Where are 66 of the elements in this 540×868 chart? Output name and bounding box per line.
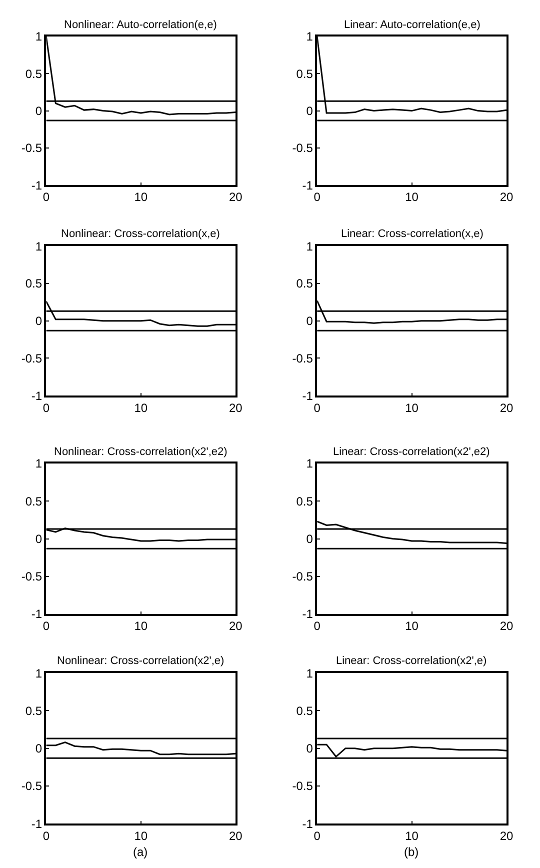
y-tick-label: 1 (306, 456, 314, 471)
x-tick-label: 20 (228, 619, 243, 634)
chart-title: Nonlinear: Cross-correlation(x,e) (61, 228, 220, 240)
y-tick-label: 1 (306, 30, 314, 44)
y-tick-label: -1 (31, 607, 42, 622)
y-tick-label: -1 (31, 816, 42, 831)
y-tick-label: -0.5 (21, 779, 42, 794)
y-tick-label: 0.5 (296, 704, 314, 718)
text: (b) (404, 845, 419, 859)
chart-title: Nonlinear: Cross-correlation(x2',e) (57, 655, 224, 667)
y-tick-label: 0 (306, 532, 314, 546)
y-tick-label: 0.5 (25, 704, 42, 718)
x-tick-label: 20 (500, 828, 514, 843)
y-tick-label: 1 (306, 239, 314, 254)
chart-title: Linear: Cross-correlation(x2',e) (336, 655, 487, 667)
chart-title: Nonlinear: Cross-correlation(x2',e2) (54, 446, 228, 458)
y-tick-label: 0.5 (296, 276, 314, 291)
y-tick-label: 0.5 (296, 66, 314, 81)
y-tick-label: 0 (306, 742, 314, 756)
x-tick-label: 20 (228, 828, 243, 843)
y-tick-label: 0 (35, 104, 42, 118)
y-tick-label: 0 (35, 742, 42, 756)
chart-title: Nonlinear: Auto-correlation(e,e) (64, 19, 217, 31)
y-tick-label: 0 (306, 314, 314, 328)
y-tick-label: -0.5 (292, 570, 314, 584)
y-tick-label: 0.5 (296, 494, 314, 508)
y-tick-label: 0 (35, 532, 42, 546)
y-tick-label: 0.5 (25, 494, 42, 508)
x-tick-label: 10 (134, 619, 148, 634)
x-tick-label: 10 (134, 190, 148, 204)
y-tick-label: 1 (35, 666, 42, 680)
x-tick-label: 20 (500, 400, 514, 415)
y-tick-label: 0 (35, 314, 42, 328)
y-tick-label: -0.5 (292, 141, 314, 156)
x-tick-label: 10 (405, 619, 419, 634)
x-tick-label: 10 (405, 400, 419, 415)
x-tick-label: 20 (228, 400, 243, 415)
chart-title: Linear: Cross-correlation(x2',e2) (333, 446, 490, 458)
y-tick-label: -1 (302, 178, 314, 192)
y-tick-label: 0.5 (25, 66, 42, 81)
y-tick-label: -1 (31, 388, 42, 403)
y-tick-label: -1 (302, 388, 314, 403)
x-tick-label: 20 (500, 190, 514, 204)
y-tick-label: 1 (35, 30, 42, 44)
y-tick-label: 1 (35, 239, 42, 254)
y-tick-label: 0 (306, 104, 314, 118)
x-tick-label: 10 (405, 190, 419, 204)
y-tick-label: 1 (35, 456, 42, 471)
y-tick-label: 1 (306, 666, 314, 680)
chart-title: Linear: Auto-correlation(e,e) (344, 19, 480, 31)
y-tick-label: -1 (302, 816, 314, 831)
x-tick-label: 10 (134, 400, 148, 415)
y-tick-label: -1 (302, 607, 314, 622)
x-tick-label: 20 (228, 190, 243, 204)
x-tick-label: 10 (405, 828, 419, 843)
y-tick-label: -0.5 (21, 141, 42, 156)
chart-title: Linear: Cross-correlation(x,e) (341, 228, 484, 240)
x-tick-label: 10 (134, 828, 148, 843)
y-tick-label: -0.5 (21, 351, 42, 366)
y-tick-label: -0.5 (21, 570, 42, 584)
y-tick-label: 0.5 (25, 276, 42, 291)
y-tick-label: -0.5 (292, 779, 314, 794)
y-tick-label: -0.5 (292, 351, 314, 366)
text: (a) (133, 845, 148, 859)
y-tick-label: -1 (31, 178, 42, 192)
x-tick-label: 20 (500, 619, 514, 634)
